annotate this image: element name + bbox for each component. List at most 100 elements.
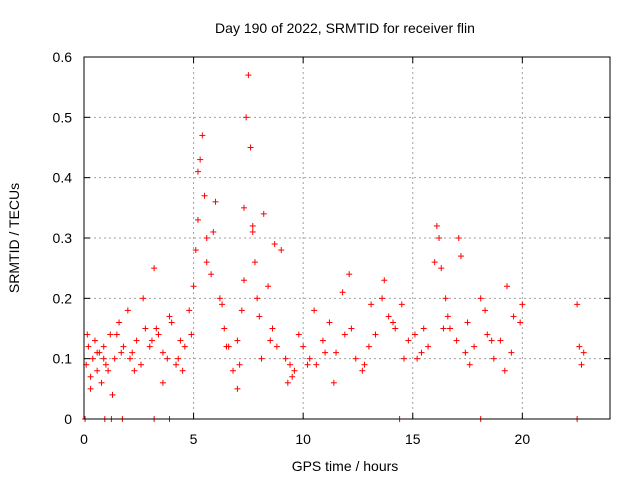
- data-point: [236, 361, 243, 368]
- data-point: [381, 277, 388, 284]
- data-point: [477, 295, 484, 302]
- data-point: [251, 259, 258, 266]
- data-point: [194, 216, 201, 223]
- data-point: [580, 349, 587, 356]
- data-point: [175, 355, 182, 362]
- data-point: [501, 367, 508, 374]
- data-point: [94, 367, 101, 374]
- data-point: [361, 361, 368, 368]
- data-point: [313, 361, 320, 368]
- data-point: [455, 235, 462, 241]
- data-point: [131, 367, 138, 374]
- data-point: [254, 295, 261, 302]
- data-point: [471, 343, 478, 350]
- y-axis-label: SRMTID / TECUs: [6, 183, 22, 293]
- data-point: [177, 337, 184, 344]
- data-point: [166, 313, 173, 320]
- data-point: [433, 222, 440, 229]
- x-tick-label: 5: [190, 431, 198, 447]
- data-point: [379, 295, 386, 302]
- data-point: [311, 307, 318, 314]
- data-point: [179, 367, 186, 374]
- data-point: [368, 301, 375, 308]
- data-point: [219, 301, 226, 308]
- data-point: [346, 271, 353, 278]
- data-point: [466, 361, 473, 368]
- data-point: [85, 343, 92, 350]
- data-point: [418, 349, 425, 356]
- data-point: [400, 355, 407, 362]
- data-point: [129, 349, 136, 356]
- data-point: [197, 156, 204, 163]
- data-point: [159, 379, 166, 386]
- data-point: [146, 343, 153, 350]
- data-point: [100, 343, 107, 350]
- data-point: [304, 361, 311, 368]
- data-points: [82, 72, 587, 422]
- data-point: [284, 379, 291, 386]
- data-point: [249, 222, 256, 229]
- data-point: [484, 331, 491, 338]
- data-point: [234, 337, 241, 344]
- data-point: [203, 235, 210, 241]
- plot-frame: [83, 56, 611, 420]
- data-point: [269, 325, 276, 332]
- data-point: [330, 379, 337, 386]
- data-point: [306, 355, 313, 362]
- axis-ticks: 0 0.1 0.2 0.3 0.4 0.5 0.6 0 5 10 15 20: [53, 49, 610, 447]
- data-point: [192, 247, 199, 254]
- data-point: [258, 355, 265, 362]
- data-point: [201, 192, 208, 199]
- data-point: [127, 355, 134, 362]
- data-point: [295, 331, 302, 338]
- grid: [84, 57, 610, 419]
- data-point: [238, 307, 245, 314]
- data-point: [249, 228, 256, 235]
- data-point: [291, 367, 298, 374]
- data-point: [256, 313, 263, 320]
- data-point: [372, 331, 379, 338]
- data-point: [221, 325, 228, 332]
- data-point: [411, 331, 418, 338]
- data-point: [186, 307, 193, 314]
- data-point: [278, 247, 285, 254]
- data-point: [488, 337, 495, 344]
- chart-title: Day 190 of 2022, SRMTID for receiver fli…: [215, 20, 475, 36]
- data-point: [333, 349, 340, 356]
- data-point: [140, 295, 147, 302]
- data-point: [352, 355, 359, 362]
- data-point: [216, 295, 223, 302]
- data-point: [326, 319, 333, 326]
- data-point: [159, 349, 166, 356]
- data-point: [240, 204, 247, 211]
- y-tick-label: 0.3: [53, 230, 73, 246]
- data-point: [120, 343, 127, 350]
- data-point: [339, 289, 346, 296]
- data-point: [137, 361, 144, 368]
- data-point: [142, 325, 149, 332]
- data-point: [265, 283, 272, 290]
- data-point: [490, 355, 497, 362]
- data-point: [168, 319, 175, 326]
- data-point: [508, 349, 515, 356]
- data-point: [164, 355, 171, 362]
- x-tick-label: 15: [405, 431, 421, 447]
- data-point: [414, 355, 421, 362]
- data-point: [210, 228, 217, 235]
- data-point: [447, 325, 454, 332]
- data-point: [116, 319, 123, 326]
- data-point: [188, 331, 195, 338]
- data-point: [405, 337, 412, 344]
- y-tick-label: 0.1: [53, 351, 73, 367]
- data-point: [94, 349, 101, 356]
- data-point: [574, 301, 581, 308]
- data-point: [462, 349, 469, 356]
- data-point: [578, 361, 585, 368]
- data-point: [89, 355, 96, 362]
- data-point: [260, 210, 267, 217]
- data-point: [348, 325, 355, 332]
- y-tick-label: 0.6: [53, 49, 73, 65]
- data-point: [385, 313, 392, 320]
- data-point: [155, 331, 162, 338]
